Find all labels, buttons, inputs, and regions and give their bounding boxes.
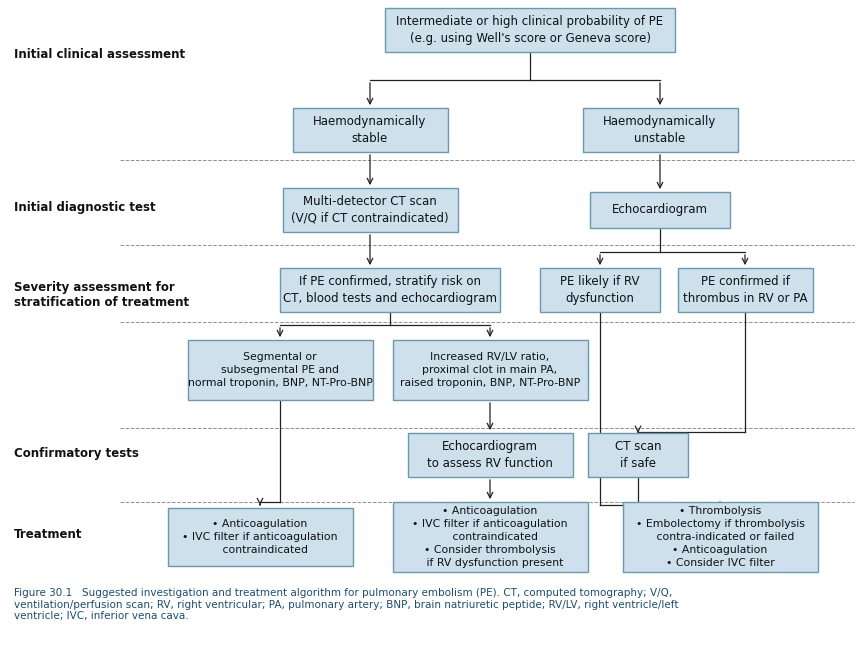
FancyBboxPatch shape <box>392 502 588 572</box>
Text: Confirmatory tests: Confirmatory tests <box>14 446 139 460</box>
Text: Figure 30.1   Suggested investigation and treatment algorithm for pulmonary embo: Figure 30.1 Suggested investigation and … <box>14 588 678 621</box>
FancyBboxPatch shape <box>590 192 730 228</box>
Text: Severity assessment for
stratification of treatment: Severity assessment for stratification o… <box>14 281 189 309</box>
Text: If PE confirmed, stratify risk on
CT, blood tests and echocardiogram: If PE confirmed, stratify risk on CT, bl… <box>283 275 497 305</box>
Text: Haemodynamically
unstable: Haemodynamically unstable <box>603 115 716 145</box>
Text: Echocardiogram: Echocardiogram <box>612 204 708 216</box>
Text: Segmental or
subsegmental PE and
normal troponin, BNP, NT-Pro-BNP: Segmental or subsegmental PE and normal … <box>187 352 372 388</box>
FancyBboxPatch shape <box>385 8 675 52</box>
FancyBboxPatch shape <box>168 508 353 566</box>
FancyBboxPatch shape <box>677 268 812 312</box>
FancyBboxPatch shape <box>280 268 500 312</box>
Text: Haemodynamically
stable: Haemodynamically stable <box>314 115 427 145</box>
Text: PE likely if RV
dysfunction: PE likely if RV dysfunction <box>560 275 639 305</box>
FancyBboxPatch shape <box>187 340 372 400</box>
Text: Treatment: Treatment <box>14 529 82 541</box>
Text: CT scan
if safe: CT scan if safe <box>615 440 661 470</box>
Text: Increased RV/LV ratio,
proximal clot in main PA,
raised troponin, BNP, NT-Pro-BN: Increased RV/LV ratio, proximal clot in … <box>400 352 580 388</box>
FancyBboxPatch shape <box>582 108 738 152</box>
Text: PE confirmed if
thrombus in RV or PA: PE confirmed if thrombus in RV or PA <box>683 275 807 305</box>
Text: • Anticoagulation
• IVC filter if anticoagulation
   contraindicated: • Anticoagulation • IVC filter if antico… <box>182 519 338 555</box>
Text: • Anticoagulation
• IVC filter if anticoagulation
   contraindicated
• Consider : • Anticoagulation • IVC filter if antico… <box>412 507 568 567</box>
Text: Echocardiogram
to assess RV function: Echocardiogram to assess RV function <box>427 440 553 470</box>
FancyBboxPatch shape <box>540 268 660 312</box>
Text: Initial clinical assessment: Initial clinical assessment <box>14 48 185 62</box>
FancyBboxPatch shape <box>588 433 688 477</box>
Text: Intermediate or high clinical probability of PE
(e.g. using Well's score or Gene: Intermediate or high clinical probabilit… <box>397 15 664 45</box>
FancyBboxPatch shape <box>622 502 817 572</box>
Text: • Thrombolysis
• Embolectomy if thrombolysis
   contra-indicated or failed
• Ant: • Thrombolysis • Embolectomy if thrombol… <box>636 507 804 567</box>
FancyBboxPatch shape <box>283 188 458 232</box>
Text: Multi-detector CT scan
(V/Q if CT contraindicated): Multi-detector CT scan (V/Q if CT contra… <box>291 195 448 224</box>
FancyBboxPatch shape <box>392 340 588 400</box>
FancyBboxPatch shape <box>293 108 448 152</box>
Text: Initial diagnostic test: Initial diagnostic test <box>14 202 156 214</box>
FancyBboxPatch shape <box>408 433 573 477</box>
